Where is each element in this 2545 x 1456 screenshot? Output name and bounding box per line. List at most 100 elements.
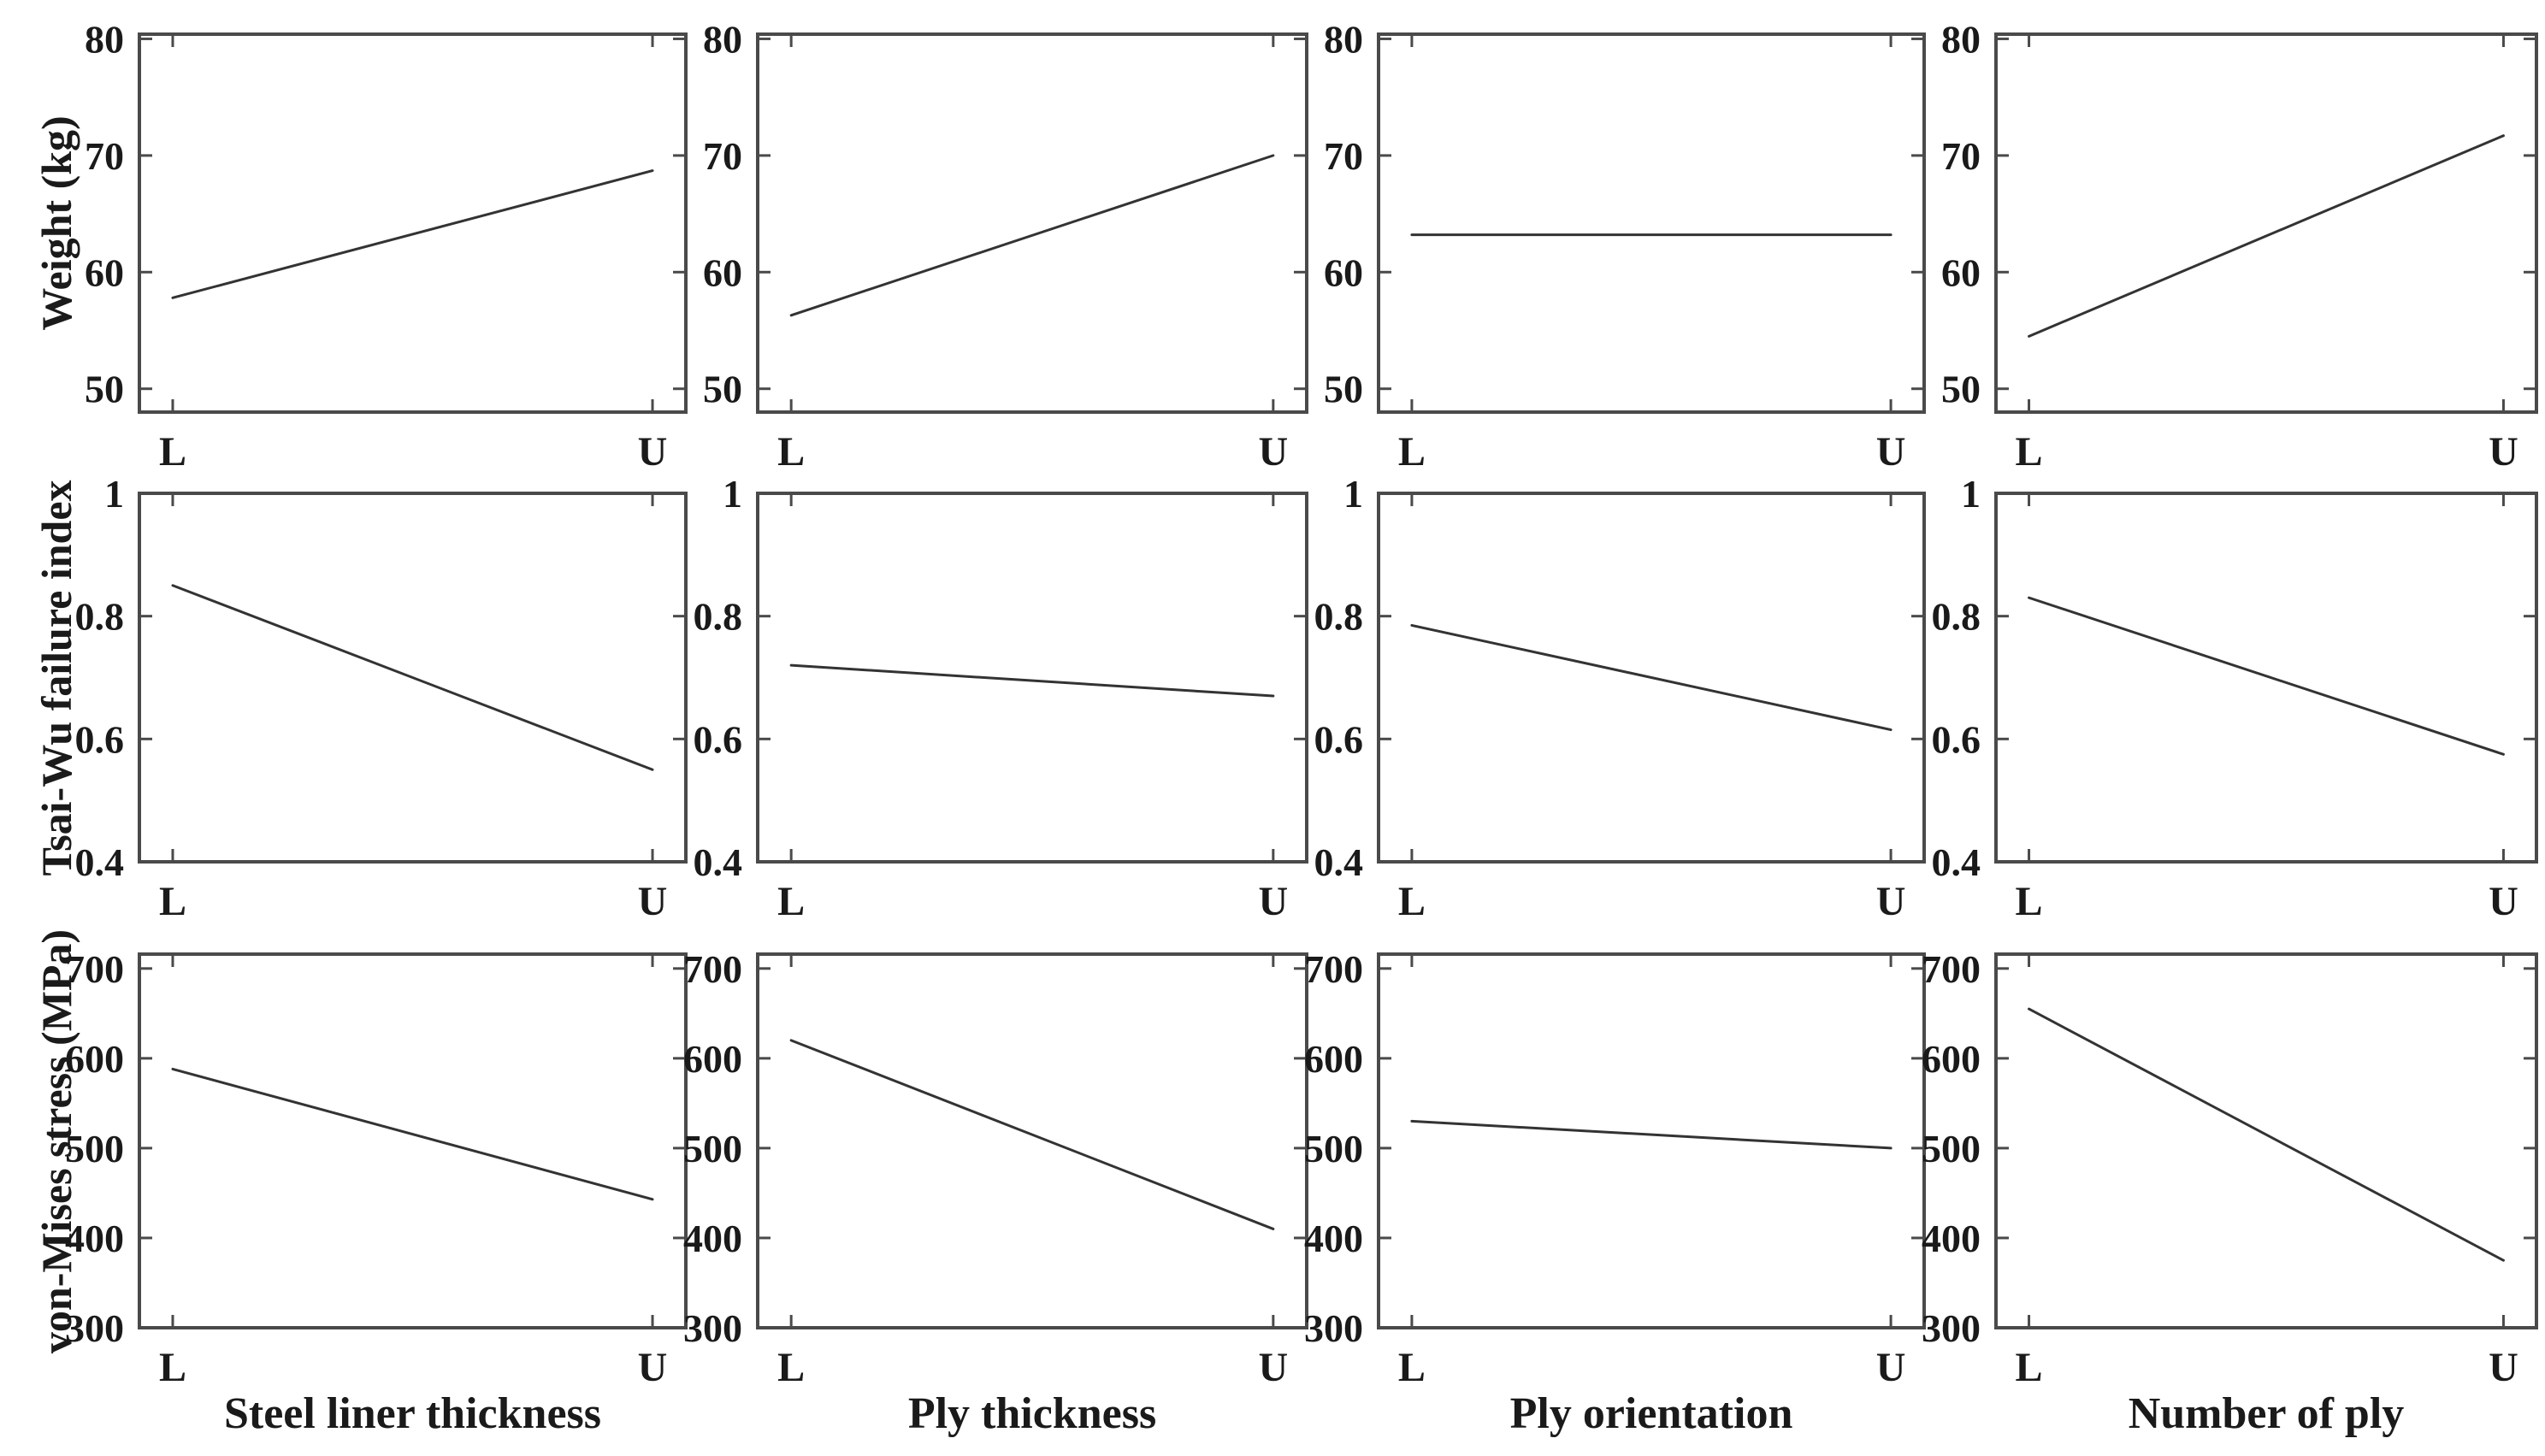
x-tick-label-u: U (2489, 879, 2518, 924)
y-tick-label: 60 (85, 251, 124, 294)
x-tick-label-l: L (1398, 429, 1426, 475)
y-tick-label: 0.8 (75, 595, 125, 639)
y-tick-label: 0.6 (1314, 717, 1364, 761)
y-tick-label: 60 (1324, 251, 1363, 294)
y-tick-label: 50 (85, 368, 124, 411)
x-tick-label-u: U (1259, 879, 1289, 924)
y-tick-label: 400 (1304, 1217, 1363, 1260)
x-tick-label-u: U (1876, 429, 1906, 475)
y-tick-label: 1 (1961, 472, 1981, 516)
y-tick-label: 600 (1304, 1037, 1363, 1081)
x-tick-label-l: L (1398, 879, 1426, 924)
x-axis-title-number-of-ply: Number of ply (2128, 1389, 2405, 1438)
plot-box (1994, 492, 2538, 864)
data-line (789, 663, 1275, 698)
data-line (789, 154, 1275, 317)
y-tick-label: 60 (703, 251, 742, 294)
x-tick-label-l: L (777, 429, 805, 475)
plot-box (756, 492, 1308, 864)
y-tick-label: 1 (723, 472, 742, 516)
plot-box (756, 952, 1308, 1329)
plot-box (138, 492, 688, 864)
y-tick-label: 0.8 (1314, 595, 1364, 639)
y-tick-label: 70 (85, 134, 124, 178)
y-tick-label: 0.4 (694, 840, 743, 884)
y-tick-label: 300 (683, 1306, 742, 1350)
y-tick-label: 300 (1304, 1306, 1363, 1350)
plot-box (756, 32, 1308, 414)
y-tick-label: 50 (1941, 368, 1981, 411)
x-tick-label-l: L (159, 1345, 186, 1390)
y-tick-label: 600 (65, 1037, 124, 1081)
subplot-r3c4: 300 400 500 600 700 L U (1922, 947, 2538, 1390)
plot-box (1994, 952, 2538, 1329)
y-tick-label: 70 (703, 134, 742, 178)
y-tick-label: 400 (1922, 1217, 1981, 1260)
x-axis-title-steel-liner-thickness: Steel liner thickness (223, 1389, 602, 1438)
x-tick-label-u: U (2489, 1345, 2518, 1390)
y-tick-label: 400 (65, 1217, 124, 1260)
plot-box (1377, 952, 1926, 1329)
x-tick-label-l: L (777, 1345, 805, 1390)
x-axis-title-ply-thickness: Ply thickness (907, 1389, 1157, 1438)
y-tick-label: 0.8 (694, 595, 743, 639)
y-tick-label: 500 (1304, 1127, 1363, 1170)
y-tick-label: 0.8 (1932, 595, 1981, 639)
y-tick-label: 50 (703, 368, 742, 411)
data-line (2028, 134, 2505, 338)
y-tick-label: 0.6 (1932, 717, 1981, 761)
y-tick-label: 600 (1922, 1037, 1981, 1081)
subplot-r3c1: 300 400 500 600 700 L U (65, 947, 688, 1390)
y-tick-label: 500 (683, 1127, 742, 1170)
y-tick-label: 500 (65, 1127, 124, 1170)
y-tick-label: 500 (1922, 1127, 1981, 1170)
y-tick-label: 80 (703, 17, 742, 61)
y-tick-label: 700 (65, 947, 124, 991)
y-tick-label: 80 (1941, 17, 1981, 61)
y-tick-label: 80 (85, 17, 124, 61)
y-tick-label: 0.4 (1314, 840, 1364, 884)
y-tick-label: 700 (1304, 947, 1363, 991)
y-tick-label: 300 (65, 1306, 124, 1350)
x-tick-label-l: L (2016, 879, 2043, 924)
x-tick-label-l: L (159, 879, 186, 924)
subplot-r3c2: 300 400 500 600 700 L U (683, 947, 1308, 1390)
data-line (1410, 1119, 1893, 1150)
y-tick-label: 0.6 (694, 717, 743, 761)
x-tick-label-l: L (159, 429, 186, 475)
subplot-r3c3: 300 400 500 600 700 L U (1304, 947, 1926, 1390)
plot-box (1377, 492, 1926, 864)
data-line (1410, 623, 1893, 732)
subplot-r1c4: 50 60 70 80 L U (1941, 17, 2538, 475)
x-tick-label-u: U (1876, 1345, 1906, 1390)
y-tick-label: 1 (1343, 472, 1363, 516)
x-tick-label-l: L (2016, 429, 2043, 475)
plot-box (1994, 32, 2538, 414)
x-tick-label-u: U (638, 429, 668, 475)
y-tick-label: 300 (1922, 1306, 1981, 1350)
y-tick-label: 70 (1324, 134, 1363, 178)
y-tick-label: 700 (683, 947, 742, 991)
y-tick-label: 80 (1324, 17, 1363, 61)
x-tick-label-u: U (1876, 879, 1906, 924)
y-tick-label: 400 (683, 1217, 742, 1260)
subplot-r1c1: 50 60 70 80 L U (85, 17, 688, 475)
x-tick-label-u: U (638, 1345, 668, 1390)
y-tick-label: 600 (683, 1037, 742, 1081)
y-axis-label-von-mises: von-Mises stress (MPa) (32, 928, 80, 1353)
subplot-r1c3: 50 60 70 80 L U (1324, 17, 1926, 475)
y-tick-label: 50 (1324, 368, 1363, 411)
y-tick-label: 0.4 (1932, 840, 1981, 884)
y-tick-label: 1 (104, 472, 124, 516)
plot-box (1377, 32, 1926, 414)
x-tick-label-l: L (1398, 1345, 1426, 1390)
subplot-r2c2: 0.4 0.6 0.8 1 L U (694, 472, 1308, 924)
data-line (789, 1039, 1275, 1230)
subplot-r1c2: 50 60 70 80 L U (703, 17, 1308, 475)
x-tick-label-u: U (1259, 1345, 1289, 1390)
x-axis-title-ply-orientation: Ply orientation (1509, 1389, 1793, 1438)
data-line (171, 169, 654, 299)
subplot-r2c4: 0.4 0.6 0.8 1 L U (1932, 472, 2538, 924)
